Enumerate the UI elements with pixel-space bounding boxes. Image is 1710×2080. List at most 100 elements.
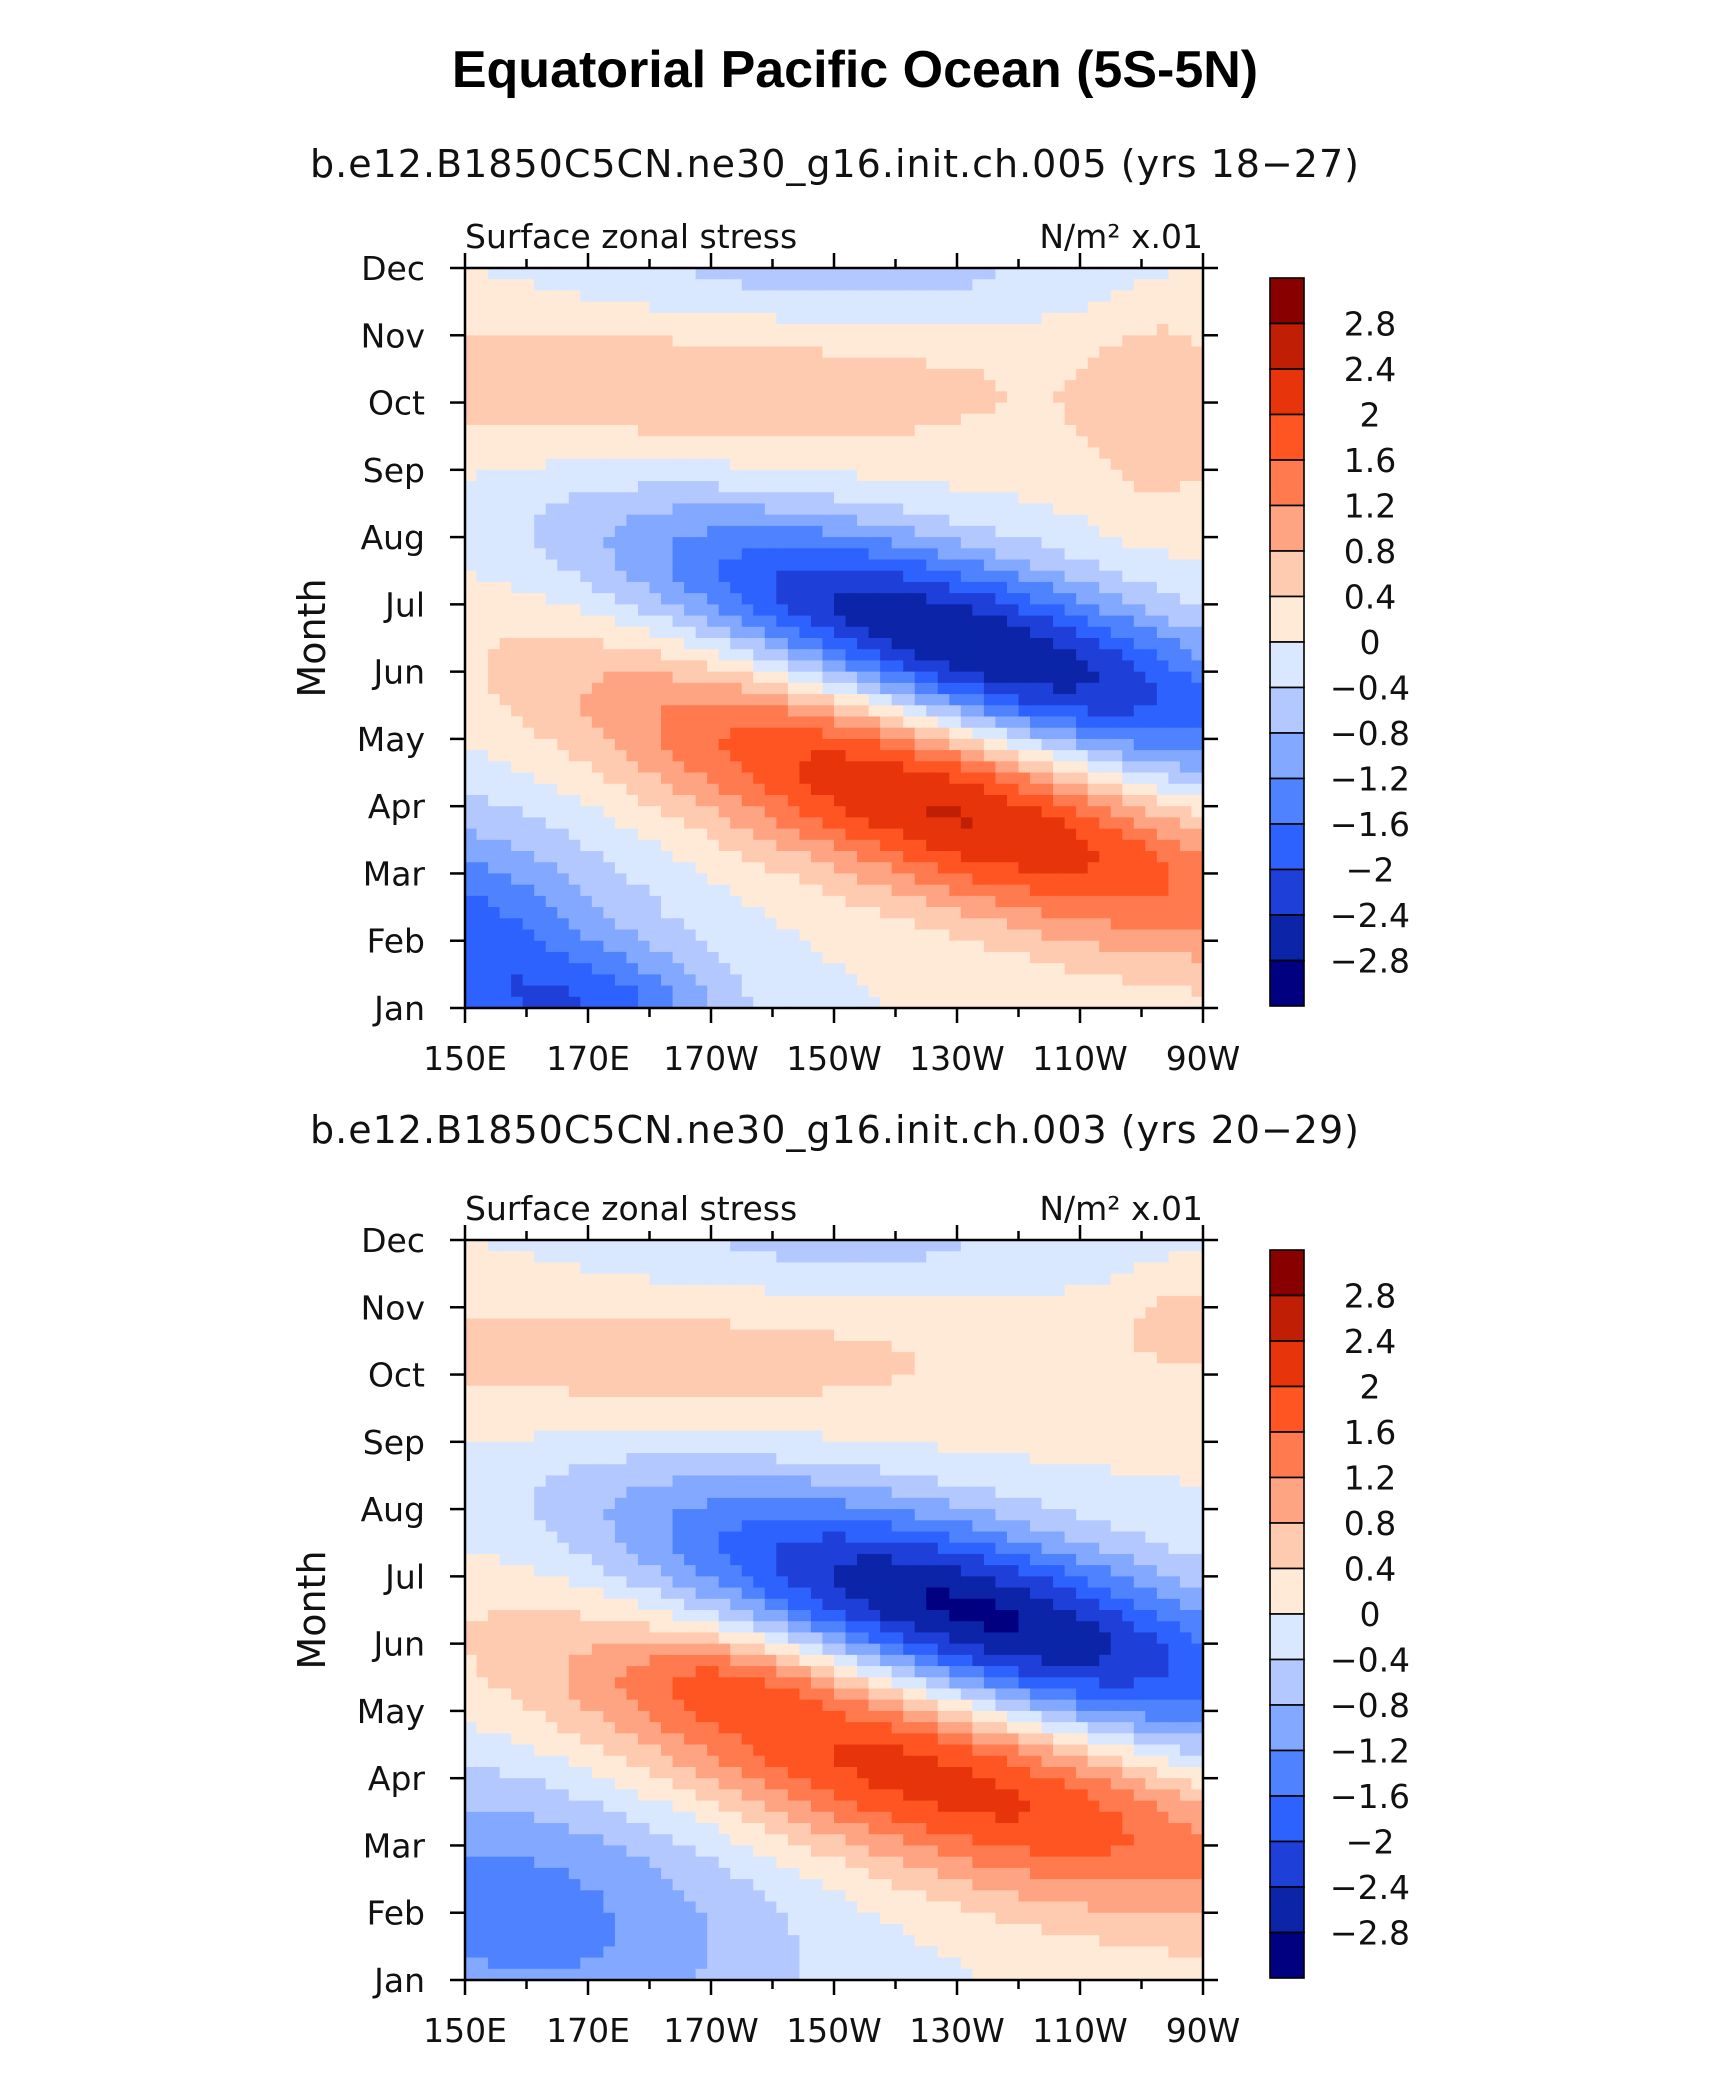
heatmap-cell <box>926 279 939 292</box>
heatmap-cell <box>568 391 581 404</box>
heatmap-cell <box>476 1408 489 1420</box>
heatmap-cell <box>834 525 847 538</box>
heatmap-cell <box>465 862 478 875</box>
heatmap-cell <box>1064 951 1077 964</box>
heatmap-cell <box>1145 862 1158 875</box>
heatmap-cell <box>730 671 743 684</box>
heatmap-cell <box>1030 907 1043 919</box>
heatmap-cell <box>534 380 547 392</box>
heatmap-cell <box>1110 581 1123 594</box>
heatmap-cell <box>972 839 985 852</box>
heatmap-cell <box>1006 996 1020 1009</box>
heatmap-cell <box>614 806 628 818</box>
heatmap-cell <box>557 290 570 303</box>
heatmap-cell <box>1053 884 1066 897</box>
colorbar-swatch <box>1269 550 1305 598</box>
heatmap-cell <box>545 873 558 886</box>
heatmap-cell <box>511 1654 524 1667</box>
heatmap-cell <box>891 671 904 684</box>
heatmap-cell <box>926 671 939 684</box>
heatmap-cell <box>857 593 870 605</box>
heatmap-cell <box>637 694 651 706</box>
heatmap-cell <box>914 368 927 381</box>
heatmap-cell <box>730 895 743 908</box>
heatmap-cell <box>707 806 720 818</box>
heatmap-cell <box>1156 862 1170 875</box>
heatmap-cell <box>672 873 685 886</box>
heatmap-cell <box>522 1621 535 1634</box>
heatmap-cell <box>857 548 870 561</box>
heatmap-cell <box>637 772 651 785</box>
heatmap-cell <box>1168 660 1181 673</box>
heatmap-cell <box>1087 436 1100 448</box>
heatmap-cell <box>1179 604 1193 617</box>
heatmap-cell <box>511 1789 524 1802</box>
heatmap-cell <box>845 761 858 774</box>
heatmap-cell <box>753 537 766 549</box>
heatmap-cell <box>672 447 685 460</box>
heatmap-cell <box>511 1643 524 1656</box>
heatmap-cell <box>1122 963 1135 975</box>
heatmap-cell <box>1099 806 1112 818</box>
heatmap-cell <box>626 738 639 751</box>
heatmap-cell <box>718 537 731 549</box>
heatmap-cell <box>511 671 524 684</box>
heatmap-cell <box>637 548 651 561</box>
heatmap-cell <box>488 806 501 818</box>
heatmap-cell <box>545 492 558 505</box>
heatmap-cell <box>1064 851 1077 863</box>
heatmap-cell <box>822 862 835 875</box>
heatmap-cell <box>787 851 801 863</box>
heatmap-cell <box>1110 694 1123 706</box>
heatmap-cell <box>834 492 847 505</box>
heatmap-cell <box>972 312 985 325</box>
heatmap-cell <box>591 817 604 830</box>
heatmap-cell <box>1076 806 1089 818</box>
heatmap-cell <box>1053 469 1066 482</box>
heatmap-cell <box>476 1834 489 1847</box>
heatmap-cell <box>1122 436 1135 448</box>
heatmap-cell <box>511 1419 524 1432</box>
heatmap-cell <box>891 907 904 919</box>
heatmap-cell <box>983 268 997 280</box>
heatmap-cell <box>1053 694 1066 706</box>
heatmap-cell <box>1076 537 1089 549</box>
heatmap-cell <box>822 604 835 617</box>
heatmap-cell <box>1087 750 1100 762</box>
heatmap-cell <box>707 963 720 975</box>
heatmap-cell <box>534 492 547 505</box>
heatmap-cell <box>753 862 766 875</box>
heatmap-cell <box>626 828 639 841</box>
heatmap-cell <box>672 290 685 303</box>
heatmap-cell <box>914 727 927 740</box>
heatmap-cell <box>972 615 985 628</box>
heatmap-cell <box>741 918 754 931</box>
heatmap-cell <box>591 301 604 314</box>
heatmap-cell <box>857 615 870 628</box>
panel-left-title: Surface zonal stress <box>465 217 797 256</box>
heatmap-cell <box>972 638 985 650</box>
heatmap-cell <box>522 1957 535 1970</box>
heatmap-cell <box>845 963 858 975</box>
heatmap-cell <box>822 682 835 695</box>
heatmap-cell <box>1110 727 1123 740</box>
heatmap-cell <box>834 447 847 460</box>
heatmap-cell <box>1156 424 1170 437</box>
heatmap-cell <box>499 458 512 471</box>
heatmap-cell <box>776 727 789 740</box>
heatmap-cell <box>626 985 639 998</box>
heatmap-cell <box>764 514 777 527</box>
y-tick-label: Apr <box>368 787 426 826</box>
heatmap-cell <box>1064 548 1077 561</box>
heatmap-cell <box>857 570 870 583</box>
heatmap-cell <box>511 1396 524 1409</box>
heatmap-cell <box>891 750 904 762</box>
heatmap-cell <box>465 1879 478 1891</box>
heatmap-cell <box>476 1778 489 1790</box>
heatmap-cell <box>845 985 858 998</box>
heatmap-cell <box>614 951 628 964</box>
heatmap-cell <box>580 604 593 617</box>
heatmap-cell <box>568 1419 581 1432</box>
heatmap-cell <box>914 828 927 841</box>
heatmap-cell <box>937 996 950 1009</box>
